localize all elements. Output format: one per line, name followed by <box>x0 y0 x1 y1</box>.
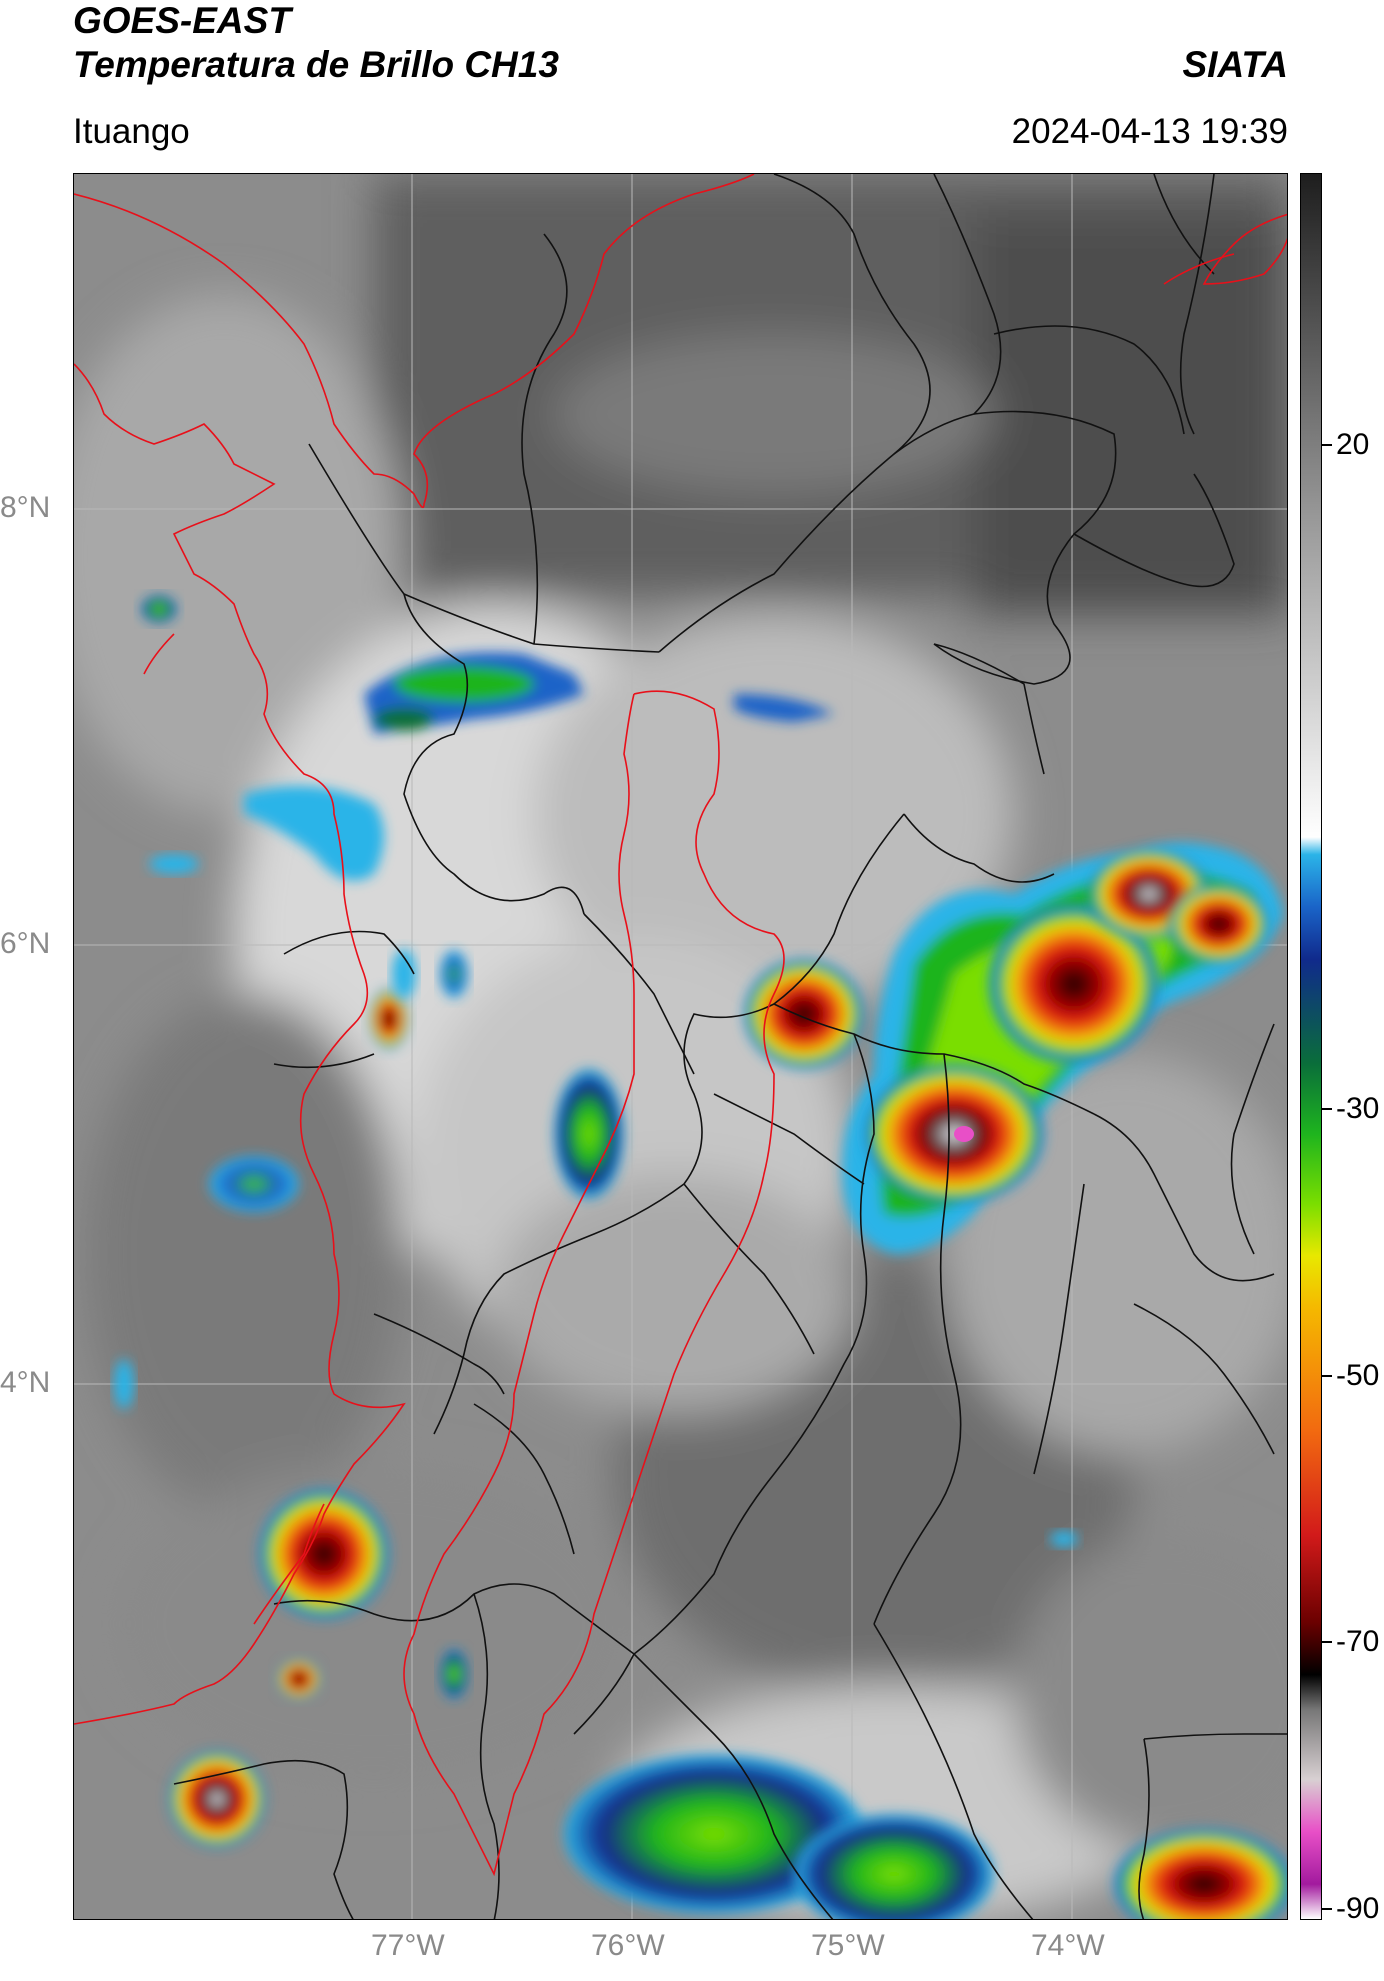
colorbar-label-minus90: -90 <box>1336 1892 1380 1925</box>
product-title: GOES-EAST <box>73 0 291 41</box>
colorbar-tick-minus30 <box>1322 1108 1332 1110</box>
colorbar-label-20: 20 <box>1336 428 1370 461</box>
location-name: Ituango <box>73 112 190 151</box>
colorbar-label-minus70: -70 <box>1336 1625 1380 1658</box>
colorbar-tick-minus50 <box>1322 1375 1332 1377</box>
lon-label-77w: 77°W <box>371 1929 445 1962</box>
lat-label-6n: 6°N <box>0 927 51 960</box>
graticule <box>74 174 1287 1919</box>
department-borders <box>173 174 1287 1919</box>
lon-label-75w: 75°W <box>811 1929 885 1962</box>
organization-name: SIATA <box>1182 44 1288 85</box>
lon-label-74w: 74°W <box>1031 1929 1105 1962</box>
satellite-map-canvas <box>74 174 1287 1919</box>
lat-label-8n: 8°N <box>0 491 51 524</box>
colorbar-tick-20 <box>1322 444 1332 446</box>
lon-label-76w: 76°W <box>591 1929 665 1962</box>
satellite-map[interactable] <box>73 173 1288 1920</box>
colorbar-label-minus50: -50 <box>1336 1359 1380 1392</box>
lat-label-4n: 4°N <box>0 1366 51 1399</box>
colorbar-tick-minus70 <box>1322 1641 1332 1643</box>
cloud-texture <box>74 174 1287 1919</box>
datetime-stamp: 2024-04-13 19:39 <box>1011 112 1288 151</box>
colorbar-label-minus30: -30 <box>1336 1092 1380 1125</box>
storm-cells <box>114 595 1287 1919</box>
colorbar-tick-minus90 <box>1322 1908 1332 1910</box>
product-subtitle: Temperatura de Brillo CH13 <box>73 44 559 85</box>
country-borders <box>74 174 1287 1877</box>
temperature-colorbar <box>1300 173 1322 1920</box>
